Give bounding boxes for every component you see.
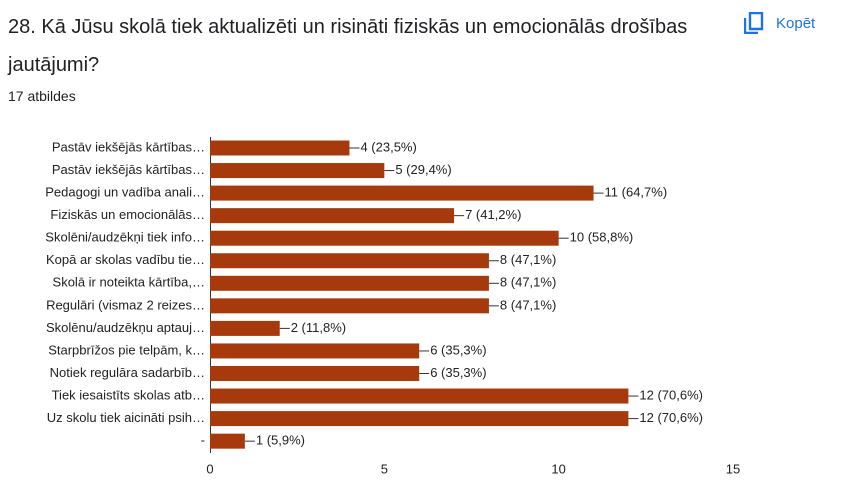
bar xyxy=(210,366,420,381)
bar xyxy=(210,185,594,201)
response-count: 17 atbildes xyxy=(8,88,76,104)
bar xyxy=(210,253,489,269)
data-label: 1 (5,9%) xyxy=(256,433,305,448)
y-tick-label: Kopā ar skolas vadību tie… xyxy=(46,252,205,267)
data-label: 8 (47,1%) xyxy=(500,252,556,267)
y-tick-label: Skolēni/audzēkņi tiek info… xyxy=(45,230,205,245)
data-label: 7 (41,2%) xyxy=(465,207,521,222)
y-tick-label: Skolēnu/audzēkņu aptauj… xyxy=(46,320,205,335)
bar xyxy=(210,140,350,156)
x-tick-label: 10 xyxy=(551,461,565,476)
copy-label[interactable]: Kopēt xyxy=(776,14,816,32)
y-tick-label: Pastāv iekšējās kārtības… xyxy=(52,139,205,154)
data-label: 8 (47,1%) xyxy=(500,275,556,290)
data-label: 11 (64,7%) xyxy=(605,185,668,200)
data-label: 2 (11,8%) xyxy=(291,320,346,335)
data-label: 5 (29,4%) xyxy=(395,162,451,177)
x-tick-label: 15 xyxy=(726,461,740,476)
chart-title: 28. Kā Jūsu skolā tiek aktualizēti un ri… xyxy=(8,16,688,76)
y-tick-label: Uz skolu tiek aicināti psih… xyxy=(47,410,205,425)
bar xyxy=(210,320,280,336)
bar xyxy=(210,275,489,291)
bar xyxy=(210,298,489,314)
y-tick-label: Tiek iesaistīts skolas atb… xyxy=(52,387,205,402)
y-tick-label: Pastāv iekšējās kārtības… xyxy=(52,162,205,177)
data-label: 6 (35,3%) xyxy=(430,342,486,357)
data-label: 12 (70,6%) xyxy=(639,387,703,402)
data-label: 10 (58,8%) xyxy=(570,230,634,245)
copy-icon xyxy=(744,12,764,34)
bar xyxy=(210,388,629,404)
x-tick-label: 5 xyxy=(381,461,388,476)
bar xyxy=(210,433,245,449)
data-label: 12 (70,6%) xyxy=(639,410,703,425)
y-tick-label: Fiziskās un emocionālās… xyxy=(50,207,205,222)
bar xyxy=(210,343,420,359)
y-tick-label: Skolā ir noteikta kārtība,… xyxy=(53,275,205,290)
y-tick-label: Pedagogi un vadība anali… xyxy=(45,185,205,200)
data-label: 4 (23,5%) xyxy=(360,139,416,154)
bar xyxy=(210,208,455,224)
bar xyxy=(210,411,629,427)
bar xyxy=(210,163,385,179)
copy-button[interactable]: Kopēt xyxy=(744,8,815,38)
y-tick-label: - xyxy=(201,433,205,448)
y-tick-label: Starpbrīžos pie telpām, k… xyxy=(48,342,205,357)
data-label: 8 (47,1%) xyxy=(500,297,556,312)
bar xyxy=(210,230,559,246)
y-tick-label: Regulāri (vismaz 2 reizes… xyxy=(46,297,205,312)
data-label: 6 (35,3%) xyxy=(430,365,486,380)
y-tick-label: Notiek regulāra sadarbīb… xyxy=(50,365,205,380)
x-tick-label: 0 xyxy=(206,461,213,476)
